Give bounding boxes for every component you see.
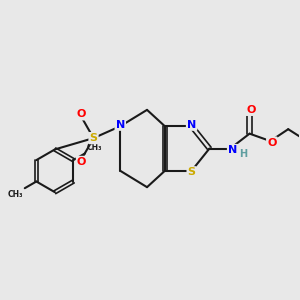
Text: S: S — [188, 167, 196, 177]
Text: H: H — [239, 149, 247, 159]
Text: N: N — [116, 120, 125, 130]
Text: N: N — [228, 145, 237, 155]
Text: N: N — [187, 120, 196, 130]
Text: O: O — [77, 109, 86, 119]
Text: CH₃: CH₃ — [86, 143, 102, 152]
Text: O: O — [77, 157, 86, 167]
Text: CH₃: CH₃ — [8, 190, 23, 199]
Text: O: O — [267, 138, 277, 148]
Text: S: S — [89, 133, 98, 143]
Text: O: O — [246, 105, 256, 115]
